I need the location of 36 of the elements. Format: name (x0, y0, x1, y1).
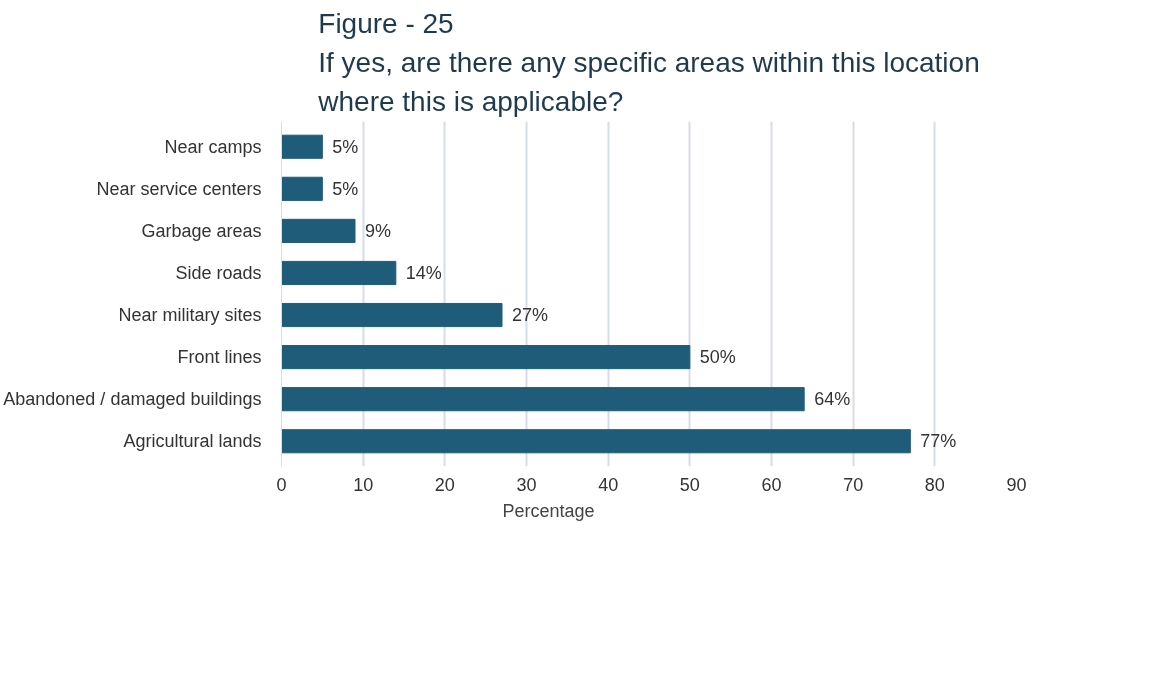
y-tick-label: Near service centers (96, 178, 262, 199)
y-tick-label: Near military sites (118, 305, 262, 326)
data-label: 27% (512, 305, 549, 326)
data-label: 14% (405, 262, 442, 283)
y-tick-label: Near camps (164, 136, 262, 157)
chart-title: Figure - 25 If yes, are there any specific areas within this location where this is applicable? (317, 8, 980, 117)
bar (281, 260, 397, 286)
x-tick-label: 30 (516, 474, 537, 495)
x-tick-label: 20 (434, 474, 455, 495)
y-tick-label: Garbage areas (141, 220, 262, 241)
x-tick-label: 10 (353, 474, 374, 495)
data-label: 77% (920, 431, 957, 452)
bar (281, 218, 356, 243)
data-label: 64% (814, 389, 851, 410)
y-tick-label: Abandoned / damaged buildings (3, 389, 262, 410)
data-label: 9% (365, 220, 392, 241)
x-tick-label: 70 (843, 474, 864, 495)
data-label: 50% (699, 347, 736, 368)
x-tick-label: 40 (598, 474, 619, 495)
x-tick-label: 0 (276, 474, 287, 495)
text: Percentage (502, 500, 595, 522)
bar (281, 176, 323, 201)
bar (281, 345, 691, 370)
data-label: 5% (332, 178, 359, 199)
bar (281, 429, 911, 454)
data-label: 5% (332, 136, 359, 157)
x-tick-label: 60 (761, 474, 782, 495)
bar (281, 387, 805, 412)
x-tick-label: 50 (679, 474, 700, 495)
x-tick-label: 80 (924, 474, 945, 495)
bar (281, 302, 503, 328)
x-tick-label: 90 (1006, 474, 1027, 495)
y-tick-label: Front lines (177, 347, 262, 368)
y-tick-label: Side roads (175, 262, 262, 283)
bar (281, 134, 323, 159)
y-tick-label: Agricultural lands (123, 431, 262, 452)
